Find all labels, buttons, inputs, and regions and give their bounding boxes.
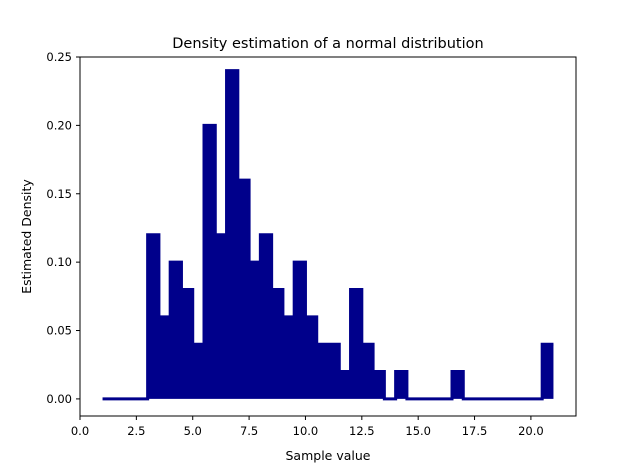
y-tick-label: 0.15 xyxy=(46,187,72,201)
y-tick-label: 0.25 xyxy=(46,50,72,64)
x-tick-label: 17.5 xyxy=(462,424,488,438)
x-axis-label: Sample value xyxy=(286,448,371,463)
x-tick-label: 7.5 xyxy=(240,424,258,438)
x-tick-label: 2.5 xyxy=(127,424,145,438)
density-area-0 xyxy=(102,70,554,399)
plot-frame xyxy=(79,56,577,417)
x-tick-label: 15.0 xyxy=(405,424,431,438)
y-tick-label: 0.00 xyxy=(46,392,72,406)
x-tick-label: 5.0 xyxy=(184,424,202,438)
x-tick-label: 10.0 xyxy=(293,424,319,438)
y-axis-label: Estimated Density xyxy=(19,179,34,294)
chart-marks xyxy=(102,69,554,401)
x-tick-label: 0.0 xyxy=(71,424,89,438)
y-tick-label: 0.20 xyxy=(46,118,72,132)
y-axis-ticks: 0.00 0.05 0.10 0.15 0.20 0.25 xyxy=(46,50,80,406)
density-line-0 xyxy=(102,69,554,401)
y-tick-label: 0.10 xyxy=(46,255,72,269)
y-tick-label: 0.05 xyxy=(46,324,72,338)
chart-title: Density estimation of a normal distribut… xyxy=(172,36,483,52)
x-tick-label: 12.5 xyxy=(349,424,375,438)
x-tick-label: 20.0 xyxy=(518,424,544,438)
x-axis-ticks: 0.0 2.5 5.0 7.5 10.0 12.5 15.0 17.5 20.0 xyxy=(71,416,544,438)
